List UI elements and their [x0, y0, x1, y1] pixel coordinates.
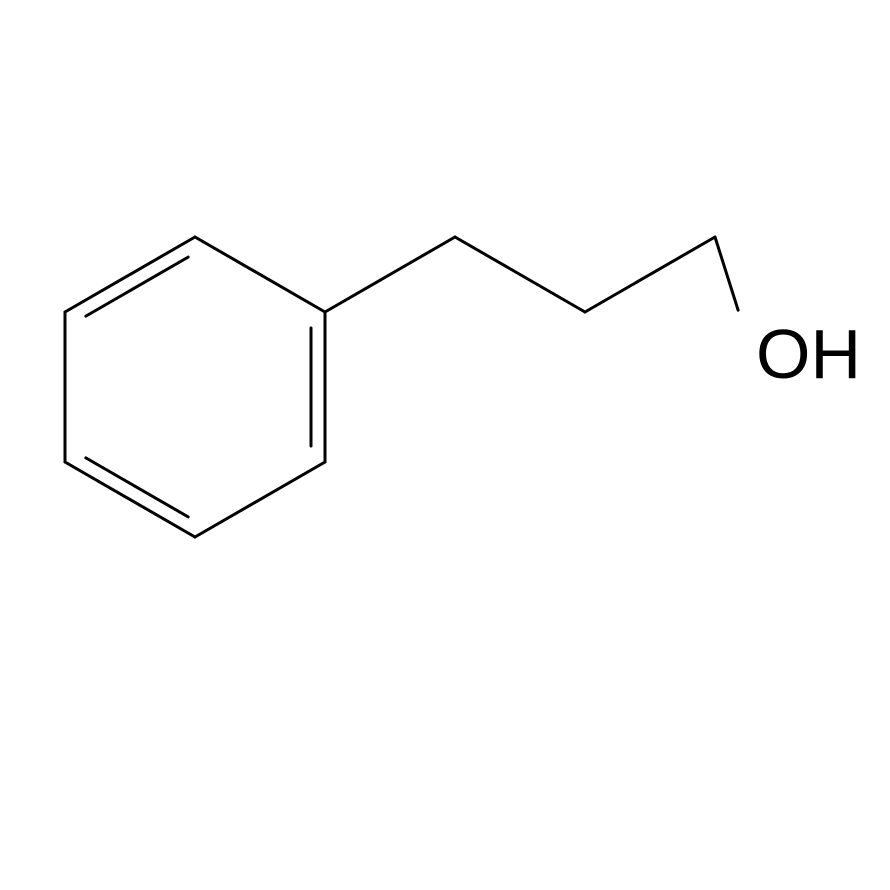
bonds — [65, 237, 738, 537]
hydroxyl-label: OH — [756, 315, 861, 393]
molecule-diagram: OH — [0, 0, 890, 890]
